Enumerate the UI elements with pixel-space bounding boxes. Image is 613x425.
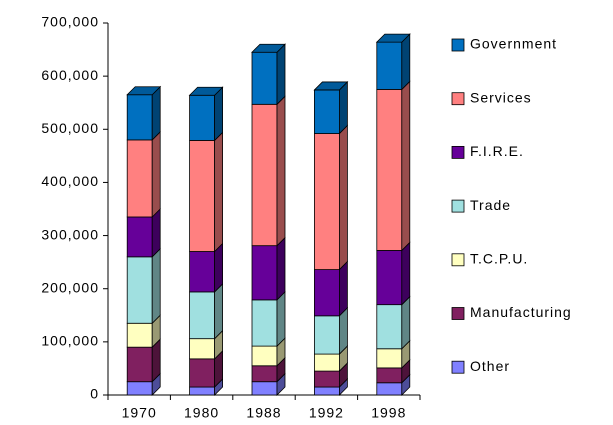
bar-side bbox=[401, 33, 411, 91]
bar-segment bbox=[313, 370, 340, 388]
bar-segment bbox=[313, 353, 340, 372]
legend-label: Trade bbox=[470, 197, 511, 213]
bar-segment bbox=[376, 382, 403, 396]
bar-side bbox=[401, 241, 411, 306]
x-tick-label: 1970 bbox=[122, 405, 157, 421]
bar-side bbox=[151, 85, 161, 141]
bar-side bbox=[276, 43, 286, 106]
legend-label: T.C.P.U. bbox=[470, 251, 528, 267]
bar-segment bbox=[189, 94, 216, 141]
legend-swatch bbox=[451, 307, 465, 320]
bar-segment bbox=[376, 304, 403, 350]
y-tick-label: 700,000 bbox=[41, 14, 99, 30]
bar-segment bbox=[251, 381, 278, 396]
legend-swatch bbox=[451, 199, 465, 213]
bar-top bbox=[188, 86, 224, 96]
bar-top bbox=[375, 33, 411, 43]
bar-segment bbox=[376, 89, 403, 251]
x-tick-label: 1992 bbox=[309, 405, 344, 421]
bar-side bbox=[214, 131, 224, 253]
bar-segment bbox=[126, 94, 153, 141]
bar-top bbox=[126, 86, 162, 96]
bar-segment bbox=[251, 245, 278, 301]
bar-top bbox=[251, 43, 286, 53]
bar-segment bbox=[376, 250, 403, 306]
legend-swatch bbox=[451, 360, 465, 374]
bar-segment bbox=[189, 386, 216, 396]
bar-side bbox=[401, 295, 411, 350]
bar-segment bbox=[251, 345, 278, 367]
bar-segment bbox=[313, 269, 340, 317]
bar-segment bbox=[126, 256, 153, 324]
legend-label: Services bbox=[470, 89, 532, 105]
bar-segment bbox=[376, 348, 403, 369]
legend-swatch bbox=[451, 145, 465, 159]
bar-side bbox=[338, 260, 348, 317]
bar-top bbox=[313, 81, 349, 91]
bar-segment bbox=[189, 251, 216, 293]
bar-segment bbox=[126, 139, 153, 218]
legend-swatch bbox=[451, 38, 465, 52]
bar-segment bbox=[126, 216, 153, 258]
bar-segment bbox=[126, 346, 153, 383]
x-tick-label: 1988 bbox=[246, 405, 281, 421]
y-tick-label: 100,000 bbox=[41, 333, 99, 349]
bar-segment bbox=[251, 103, 278, 247]
bar-side bbox=[276, 95, 286, 247]
y-tick-label: 200,000 bbox=[41, 279, 99, 295]
legend-label: Other bbox=[470, 358, 510, 374]
bar-segment bbox=[189, 291, 216, 340]
y-tick-label: 500,000 bbox=[41, 120, 99, 136]
bar-side bbox=[214, 282, 224, 340]
legend-swatch bbox=[451, 253, 465, 267]
bar-segment bbox=[313, 315, 340, 355]
bar-segment bbox=[189, 358, 216, 388]
y-tick-label: 600,000 bbox=[41, 67, 99, 83]
legend-label: Government bbox=[470, 36, 557, 52]
bar-side bbox=[338, 80, 348, 135]
y-tick-label: 300,000 bbox=[41, 226, 99, 242]
bar-segment bbox=[189, 338, 216, 360]
bar-side bbox=[276, 236, 286, 301]
y-tick-label: 400,000 bbox=[41, 173, 99, 189]
bar-segment bbox=[313, 386, 340, 396]
bar-side bbox=[151, 130, 161, 218]
legend-swatch bbox=[451, 92, 465, 106]
bar-segment bbox=[313, 89, 340, 134]
bar-segment bbox=[189, 140, 216, 252]
bar-side bbox=[151, 247, 161, 325]
y-tick-label: 0 bbox=[90, 386, 99, 402]
bar-segment bbox=[376, 367, 403, 384]
bar-side bbox=[214, 86, 224, 142]
x-tick-label: 1980 bbox=[184, 405, 219, 421]
bar-segment bbox=[251, 365, 278, 383]
bar-segment bbox=[126, 322, 153, 348]
bar-segment bbox=[251, 51, 278, 105]
bar-segment bbox=[251, 299, 278, 347]
bar-side bbox=[276, 290, 286, 348]
x-tick-label: 1998 bbox=[371, 405, 406, 421]
bar-segment bbox=[313, 133, 340, 270]
bar-side bbox=[401, 80, 411, 252]
bar-side bbox=[338, 124, 348, 271]
bar-segment bbox=[376, 41, 403, 90]
legend-label: Manufacturing bbox=[470, 304, 572, 320]
bar-segment bbox=[126, 381, 153, 396]
legend-label: F.I.R.E. bbox=[470, 143, 524, 159]
